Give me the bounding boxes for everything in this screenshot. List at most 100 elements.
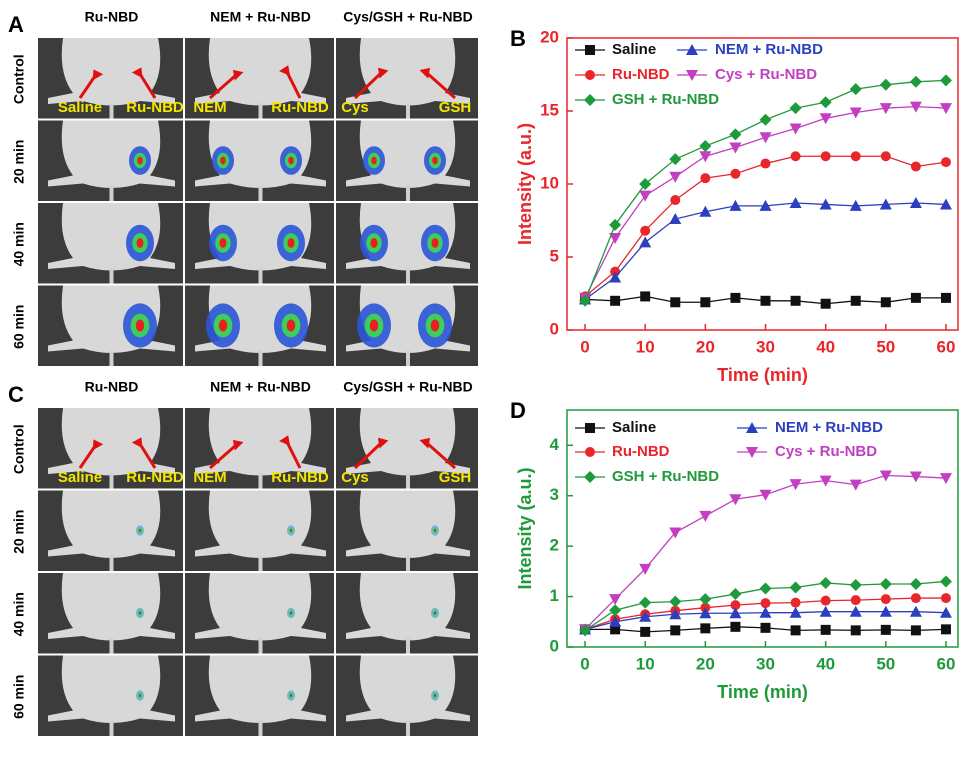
marker xyxy=(699,593,711,605)
row-label: Control xyxy=(11,54,27,104)
mouse-tail xyxy=(110,721,114,737)
legend-label: NEM + Ru-NBD xyxy=(775,419,883,436)
signal-core xyxy=(432,238,439,248)
signal-core xyxy=(287,320,296,332)
x-tick-label: 50 xyxy=(876,337,895,356)
annotation: Ru-NBD xyxy=(271,469,329,486)
mouse-tail xyxy=(259,556,263,572)
marker xyxy=(760,583,772,595)
marker xyxy=(910,76,922,88)
x-tick-label: 60 xyxy=(937,337,956,356)
mouse-tail xyxy=(110,186,114,202)
mouse-tail xyxy=(110,473,114,489)
marker xyxy=(790,124,802,135)
marker xyxy=(730,622,740,632)
marker xyxy=(669,596,681,608)
mouse-body xyxy=(346,573,470,641)
signal-core xyxy=(434,529,436,532)
signal-core xyxy=(137,238,144,248)
marker xyxy=(851,151,861,161)
annotation: Cys xyxy=(341,99,369,116)
marker xyxy=(851,296,861,306)
legend-label: Cys + Ru-NBD xyxy=(715,66,817,83)
marker xyxy=(700,173,710,183)
annotation: GSH xyxy=(439,469,472,486)
marker xyxy=(881,297,891,307)
mouse-body xyxy=(195,573,326,641)
marker xyxy=(820,96,832,108)
marker xyxy=(820,577,832,589)
marker xyxy=(850,83,862,95)
legend-label: Cys + Ru-NBD xyxy=(775,443,877,460)
legend-marker xyxy=(584,471,596,483)
mouse-tail xyxy=(259,268,263,284)
marker xyxy=(729,128,741,140)
mouse-body xyxy=(195,491,326,559)
x-tick-label: 30 xyxy=(756,337,775,356)
x-tick-label: 20 xyxy=(696,337,715,356)
mouse-tail xyxy=(406,103,410,119)
signal-core xyxy=(139,694,141,697)
marker xyxy=(790,102,802,114)
signal-core xyxy=(290,694,292,697)
mouse-tail xyxy=(406,556,410,572)
signal-core xyxy=(137,157,143,165)
mouse-tail xyxy=(259,721,263,737)
x-tick-label: 10 xyxy=(636,654,655,673)
annotation: NEM xyxy=(193,469,226,486)
column-header: Ru-NBD xyxy=(85,9,139,25)
y-tick-label: 4 xyxy=(550,435,560,454)
marker xyxy=(880,578,892,590)
marker xyxy=(940,473,952,484)
x-tick-label: 40 xyxy=(816,654,835,673)
marker xyxy=(790,197,802,208)
mouse-body xyxy=(48,203,175,271)
mouse-tail xyxy=(110,638,114,654)
marker xyxy=(941,293,951,303)
marker xyxy=(729,588,741,600)
signal-core xyxy=(288,157,294,165)
marker xyxy=(729,143,741,154)
marker xyxy=(669,172,681,183)
x-tick-label: 20 xyxy=(696,654,715,673)
signal-core xyxy=(371,238,378,248)
y-tick-label: 3 xyxy=(550,485,559,504)
marker xyxy=(911,593,921,603)
marker xyxy=(880,79,892,91)
marker xyxy=(851,625,861,635)
marker xyxy=(881,594,891,604)
signal-core xyxy=(431,320,440,332)
signal-core xyxy=(290,529,292,532)
signal-core xyxy=(290,612,292,615)
mouse-body xyxy=(195,656,326,724)
signal-core xyxy=(136,320,145,332)
marker xyxy=(791,296,801,306)
y-tick-label: 15 xyxy=(540,100,559,119)
marker xyxy=(911,293,921,303)
marker xyxy=(911,625,921,635)
marker xyxy=(790,581,802,593)
legend-label: NEM + Ru-NBD xyxy=(715,41,823,58)
marker xyxy=(699,140,711,152)
row-label: 60 min xyxy=(11,675,27,719)
marker xyxy=(761,296,771,306)
row-label: 20 min xyxy=(11,140,27,184)
annotation: Saline xyxy=(58,99,102,116)
x-tick-label: 40 xyxy=(816,337,835,356)
marker xyxy=(821,625,831,635)
mouse-tail xyxy=(406,351,410,367)
marker xyxy=(670,195,680,205)
x-axis-label: Time (min) xyxy=(717,682,808,702)
mouse-tail xyxy=(406,268,410,284)
marker xyxy=(640,291,650,301)
y-tick-label: 5 xyxy=(550,246,559,265)
marker xyxy=(760,132,772,143)
row-label: 20 min xyxy=(11,510,27,554)
marker xyxy=(610,296,620,306)
annotation: NEM xyxy=(193,99,226,116)
legend-marker xyxy=(585,423,595,433)
annotation: GSH xyxy=(439,99,472,116)
signal-core xyxy=(371,157,377,165)
x-tick-label: 50 xyxy=(876,654,895,673)
mouse-body xyxy=(48,573,175,641)
